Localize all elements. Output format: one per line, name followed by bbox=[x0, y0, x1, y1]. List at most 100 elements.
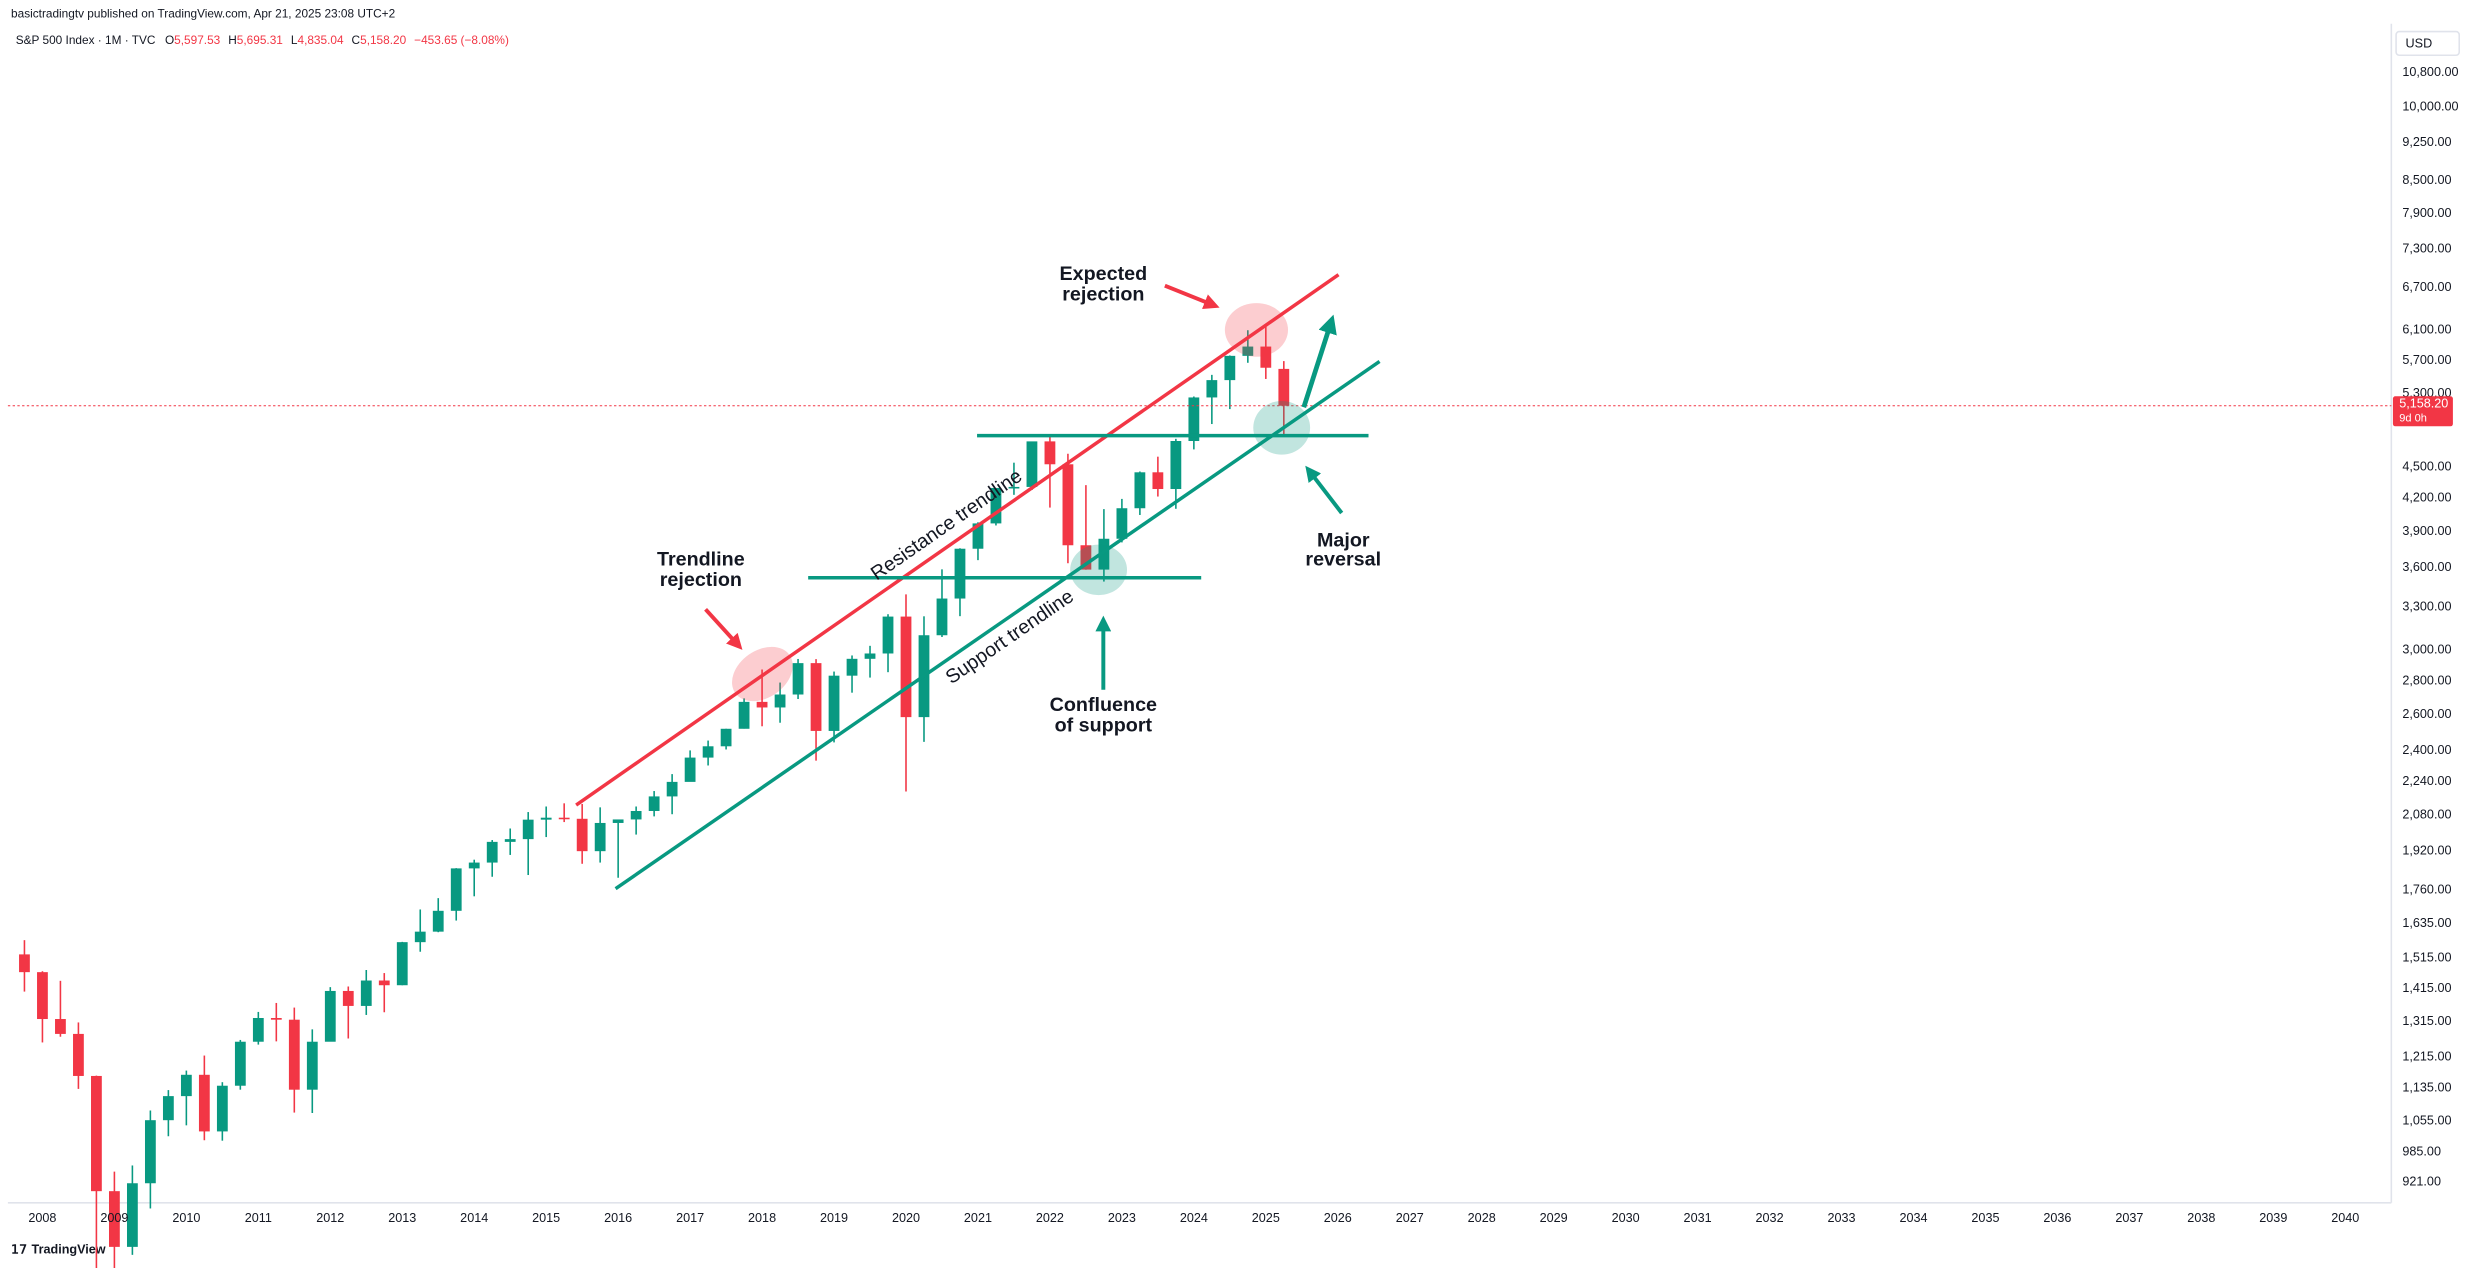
y-tick-label: 3,900.00 bbox=[2402, 524, 2451, 538]
candle-body bbox=[91, 1075, 102, 1192]
candle-body bbox=[1206, 380, 1218, 398]
y-tick-label: 1,315.00 bbox=[2402, 1014, 2451, 1028]
x-tick-label: 2027 bbox=[1396, 1211, 1424, 1225]
y-tick-label: 1,760.00 bbox=[2402, 883, 2451, 897]
candle-body bbox=[234, 1041, 246, 1086]
annotation: Support trendline bbox=[942, 585, 1078, 688]
candle-body bbox=[450, 868, 462, 911]
annotation: Resistance trendline bbox=[867, 465, 1026, 585]
change: −453.65 (−8.08%) bbox=[414, 33, 509, 47]
candle-body bbox=[522, 819, 534, 840]
arrow bbox=[1305, 465, 1344, 515]
annotation: reversal bbox=[1305, 549, 1381, 571]
candle-body bbox=[828, 675, 840, 731]
candle-body bbox=[684, 757, 696, 782]
candle-body bbox=[144, 1120, 156, 1184]
candle-body bbox=[1062, 464, 1074, 546]
symbol-line: S&P 500 Index · 1M · TVC O5,597.53 H5,69… bbox=[16, 33, 509, 47]
candle-body bbox=[396, 942, 408, 986]
x-tick-label: 2033 bbox=[1828, 1211, 1856, 1225]
symbol: S&P 500 Index · 1M · TVC bbox=[16, 33, 156, 47]
candle-body bbox=[666, 781, 678, 797]
x-tick-label: 2020 bbox=[892, 1211, 920, 1225]
y-tick-label: 6,100.00 bbox=[2402, 322, 2451, 336]
candle-body bbox=[936, 598, 948, 636]
candle-body bbox=[109, 1191, 120, 1247]
x-tick-label: 2012 bbox=[316, 1211, 344, 1225]
candle-body bbox=[1008, 486, 1020, 489]
y-tick-label: 7,900.00 bbox=[2402, 206, 2451, 220]
x-tick-label: 2011 bbox=[245, 1211, 272, 1225]
candle-body bbox=[252, 1017, 264, 1042]
candle-body bbox=[504, 839, 516, 842]
candle-body bbox=[972, 523, 984, 549]
ohlc-label: C bbox=[352, 33, 361, 47]
candle-body bbox=[1170, 441, 1182, 490]
candle-body bbox=[540, 817, 552, 820]
candle-body bbox=[198, 1074, 210, 1132]
y-tick-label: 4,200.00 bbox=[2402, 491, 2451, 505]
candle-body bbox=[846, 658, 858, 676]
x-tick-label: 2026 bbox=[1324, 1211, 1352, 1225]
x-tick-label: 2008 bbox=[28, 1211, 56, 1225]
x-tick-label: 2013 bbox=[388, 1211, 416, 1225]
y-tick-label: 985.00 bbox=[2402, 1144, 2441, 1158]
y-tick-label: 10,800.00 bbox=[2402, 65, 2458, 79]
x-tick-label: 2023 bbox=[1108, 1211, 1136, 1225]
candle-body bbox=[1080, 545, 1092, 570]
y-tick-label: 2,400.00 bbox=[2402, 743, 2451, 757]
y-tick-label: 1,515.00 bbox=[2402, 950, 2451, 964]
x-tick-label: 2038 bbox=[2187, 1211, 2215, 1225]
x-tick-label: 2015 bbox=[532, 1211, 560, 1225]
x-tick-label: 2036 bbox=[2043, 1211, 2071, 1225]
ohlc-value: 5,597.53 bbox=[174, 33, 220, 47]
candle-body bbox=[1044, 441, 1056, 465]
y-tick-label: 1,135.00 bbox=[2402, 1080, 2451, 1094]
y-tick-label: 5,700.00 bbox=[2402, 353, 2451, 367]
arrow bbox=[1164, 283, 1220, 310]
candle-body bbox=[288, 1019, 300, 1090]
candle-body bbox=[756, 701, 768, 708]
logo: 𝟣𝟩 bbox=[11, 1242, 27, 1256]
candle-body bbox=[594, 822, 606, 852]
y-tick-label: 8,500.00 bbox=[2402, 173, 2451, 187]
annotation: Confluence bbox=[1050, 694, 1157, 716]
y-tick-label: 2,240.00 bbox=[2402, 774, 2451, 788]
candle-body bbox=[990, 487, 1002, 524]
candle-body bbox=[216, 1085, 228, 1132]
y-tick-label: 2,600.00 bbox=[2402, 707, 2451, 721]
publisher: basictradingtv published on TradingView.… bbox=[11, 6, 395, 20]
highlight bbox=[1070, 544, 1128, 596]
ohlc-value: 4,835.04 bbox=[297, 33, 343, 47]
price-label-box bbox=[2392, 396, 2453, 427]
candle-body bbox=[792, 663, 804, 695]
candle-body bbox=[810, 663, 822, 731]
candle-body bbox=[360, 980, 372, 1006]
x-tick-label: 2039 bbox=[2259, 1211, 2287, 1225]
candle-body bbox=[1116, 508, 1128, 539]
x-tick-label: 2030 bbox=[1612, 1211, 1640, 1225]
annotation: Major bbox=[1317, 530, 1370, 552]
x-tick-label: 2035 bbox=[1971, 1211, 1999, 1225]
x-tick-label: 2028 bbox=[1468, 1211, 1496, 1225]
x-tick-label: 2021 bbox=[964, 1211, 992, 1225]
candle-body bbox=[486, 841, 498, 863]
candle-body bbox=[900, 616, 912, 718]
y-tick-label: 2,800.00 bbox=[2402, 673, 2451, 687]
candle-body bbox=[1152, 472, 1164, 490]
annotation: of support bbox=[1055, 714, 1153, 736]
ohlc-label: L bbox=[291, 33, 298, 47]
candle-body bbox=[576, 818, 588, 852]
support-trendline bbox=[614, 360, 1381, 891]
candle-body bbox=[324, 990, 336, 1042]
y-tick-label: 3,600.00 bbox=[2402, 560, 2451, 574]
ohlc-value: 5,158.20 bbox=[360, 33, 406, 47]
currency: USD bbox=[2406, 37, 2433, 51]
candle-body bbox=[630, 810, 642, 820]
candle-body bbox=[342, 990, 354, 1006]
candle-body bbox=[1242, 346, 1254, 356]
candle-body bbox=[954, 548, 966, 599]
currency-box[interactable] bbox=[2395, 30, 2461, 57]
candle-body bbox=[882, 616, 894, 654]
